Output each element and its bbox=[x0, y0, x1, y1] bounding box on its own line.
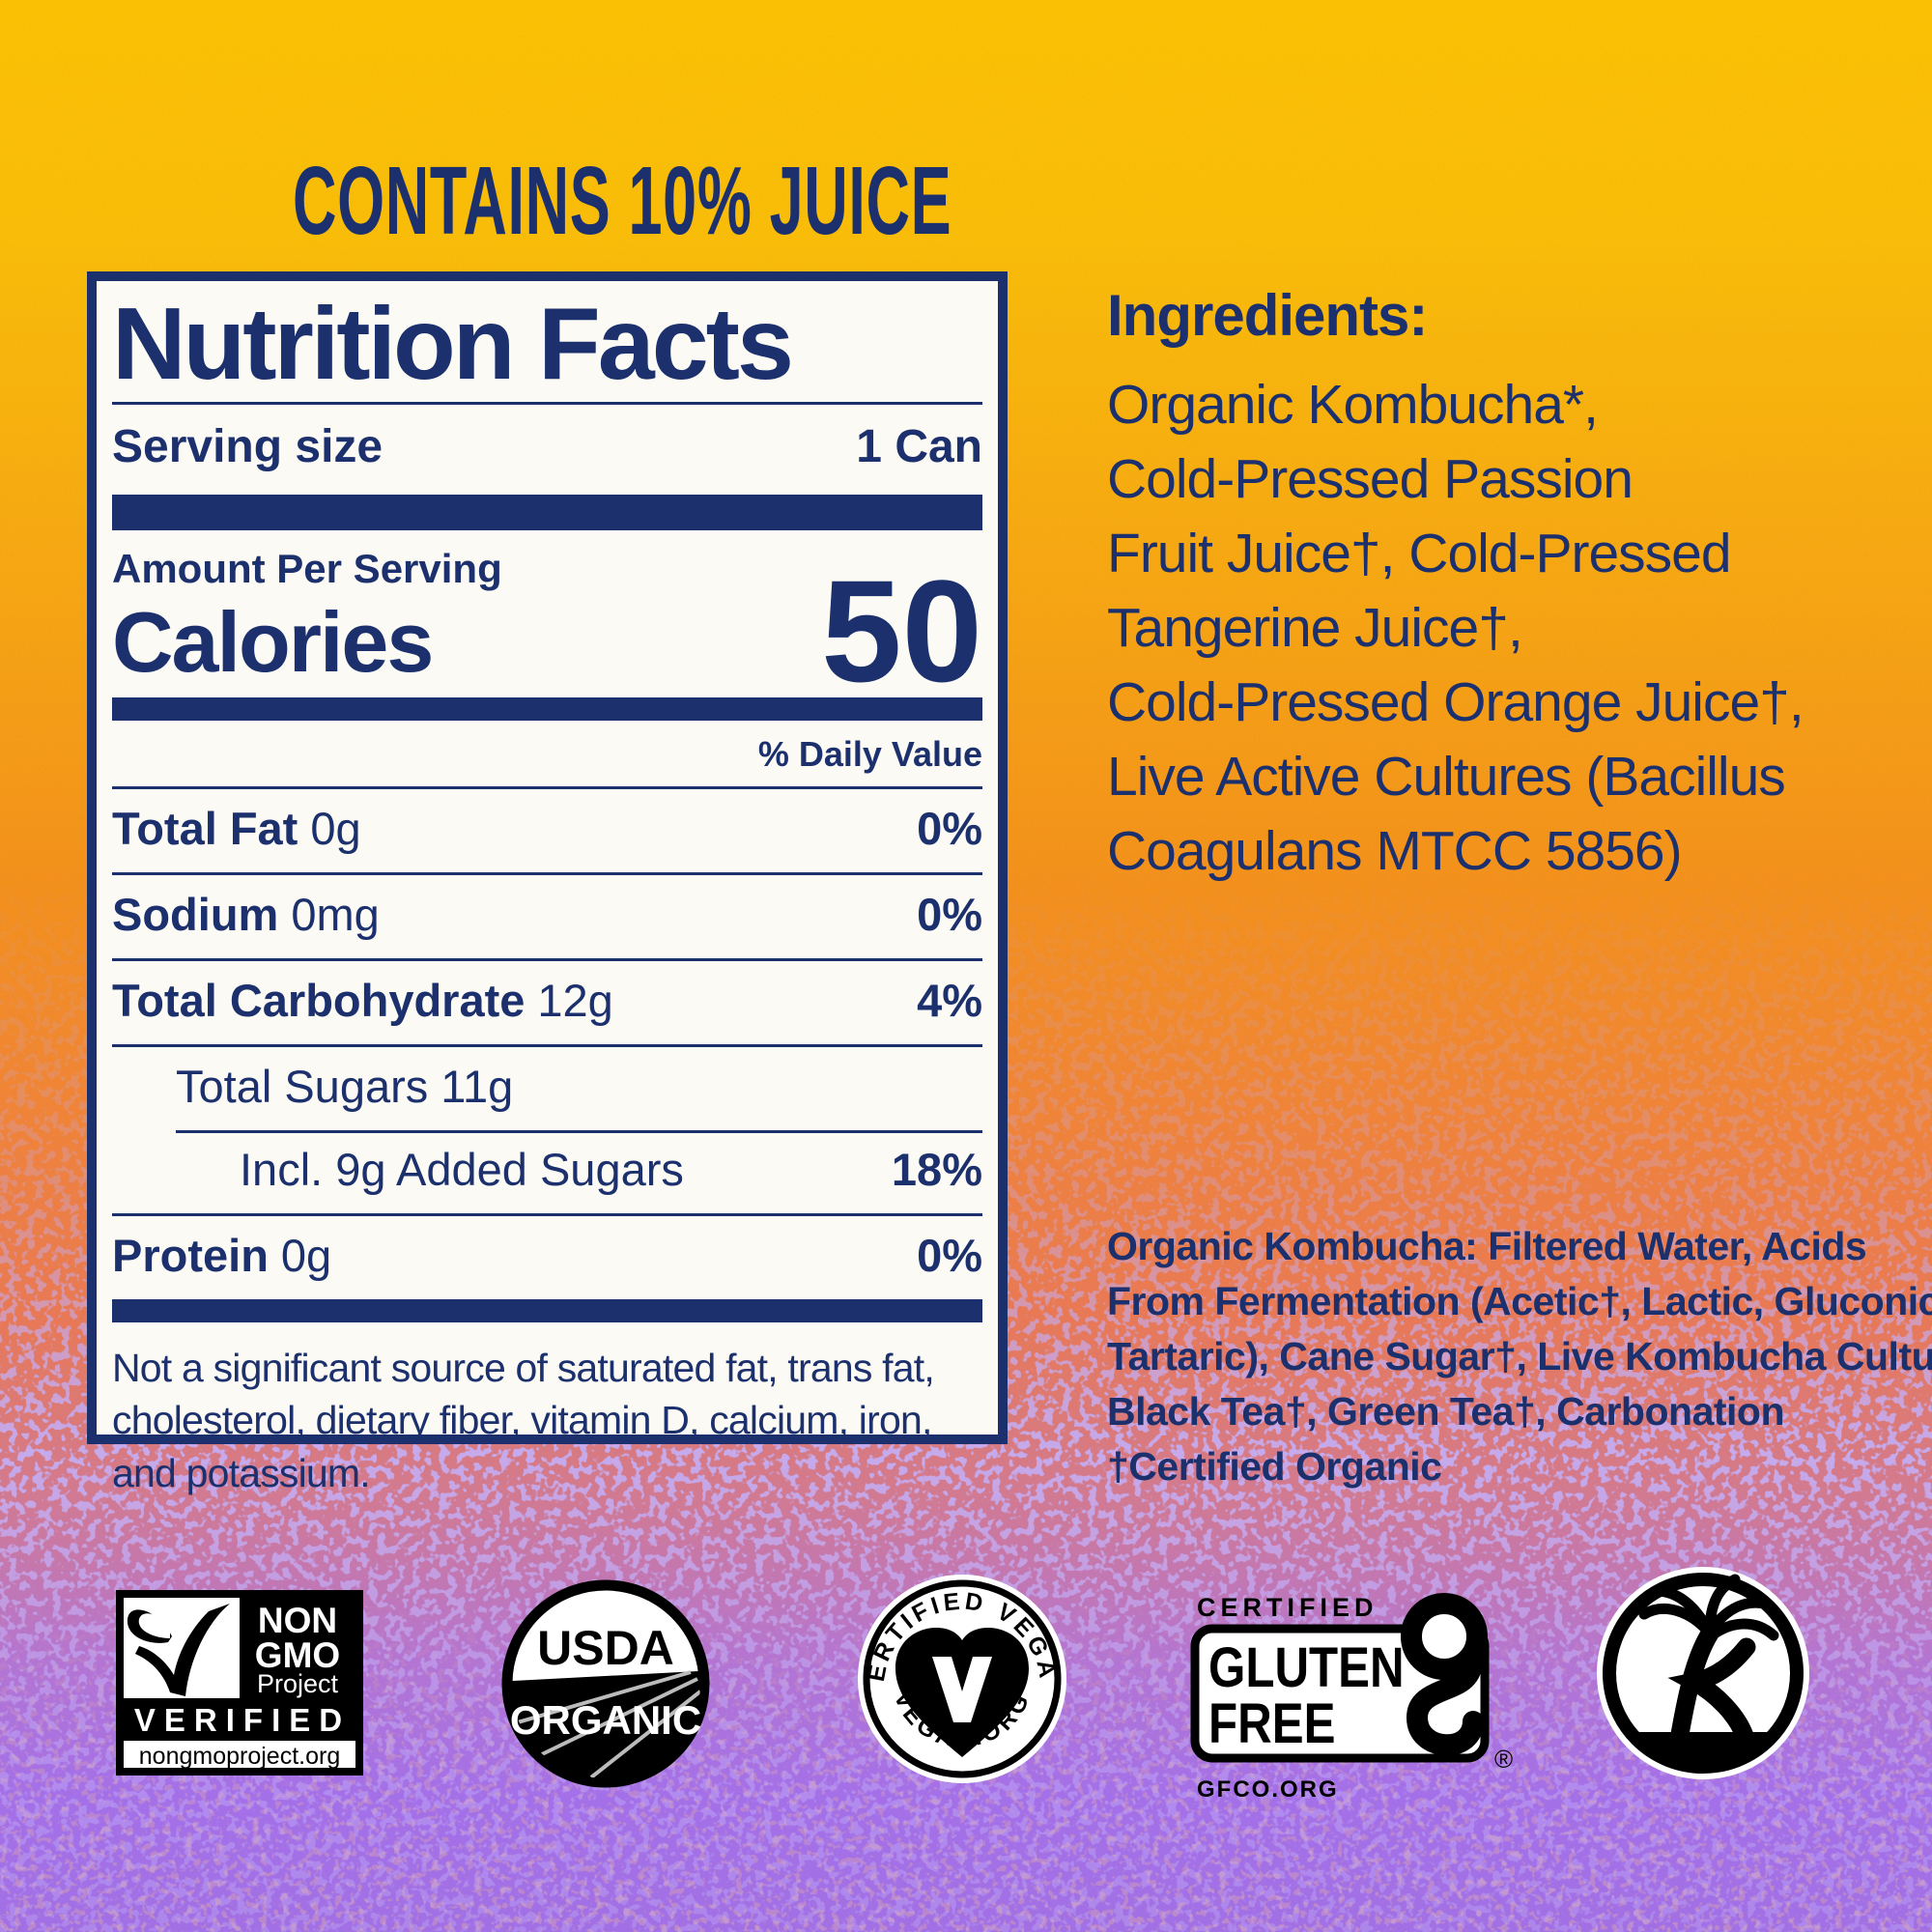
sub-ingredients-line: Black Tea†, Green Tea†, Carbonation bbox=[1107, 1389, 1785, 1434]
nutrient-row-added-sugars: Incl. 9g Added Sugars 18% bbox=[112, 1129, 982, 1213]
certified-vegan-icon: CERTIFIED VEGAN VEGAN.ORG bbox=[855, 1572, 1066, 1783]
nutrient-row-sodium: Sodium 0mg 0% bbox=[112, 871, 982, 958]
thick-divider bbox=[112, 696, 982, 721]
non-gmo-word3: Project bbox=[257, 1669, 339, 1698]
ingredients-line: Cold-Pressed Passion bbox=[1107, 448, 1634, 510]
divider bbox=[112, 402, 982, 406]
ingredients-line: Coagulans MTCC 5856) bbox=[1107, 820, 1683, 882]
nutrient-row-total-fat: Total Fat 0g 0% bbox=[112, 785, 982, 872]
gf-g-glyph-icon bbox=[1401, 1593, 1488, 1756]
sub-ingredients-line: From Fermentation (Acetic†, Lactic, Gluc… bbox=[1107, 1279, 1932, 1323]
nutrient-name: Protein 0g bbox=[112, 1229, 332, 1281]
non-gmo-word2: GMO bbox=[255, 1635, 340, 1675]
organic-word: ORGANIC bbox=[510, 1697, 701, 1743]
serving-size-label: Serving size bbox=[112, 421, 384, 473]
ingredients-line: Fruit Juice†, Cold-Pressed bbox=[1107, 523, 1732, 584]
nutrient-name: Total Sugars 11g bbox=[176, 1060, 514, 1112]
ingredients-line: Organic Kombucha*, bbox=[1107, 374, 1599, 436]
nutrient-daily-value: 0% bbox=[917, 1229, 982, 1281]
ingredients-line: Tangerine Juice†, bbox=[1107, 597, 1523, 659]
palm-k-glyph bbox=[1638, 1574, 1779, 1749]
butterfly-check-icon bbox=[135, 1604, 230, 1696]
calories-block: Amount Per Serving Calories 50 bbox=[112, 530, 982, 713]
daily-value-header: % Daily Value bbox=[757, 733, 982, 774]
non-gmo-project-verified-icon: NON GMO Project VERIFIED nongmoproject.o… bbox=[116, 1590, 363, 1776]
serving-size-row: Serving size 1 Can bbox=[112, 405, 982, 495]
gf-word-gluten: GLUTEN bbox=[1208, 1636, 1405, 1699]
gf-certified-text: CERTIFIED bbox=[1197, 1593, 1378, 1622]
nutrient-daily-value: 0% bbox=[917, 802, 982, 854]
certified-gluten-free-icon: CERTIFIED GLUTEN FREE ® GFCO.ORG bbox=[1190, 1593, 1513, 1800]
usda-organic-icon: USDA ORGANIC bbox=[501, 1579, 710, 1788]
ingredients-line: Live Active Cultures (Bacillus bbox=[1107, 746, 1786, 808]
kosher-palm-k-icon bbox=[1597, 1567, 1809, 1779]
sub-ingredients-line: Organic Kombucha: Filtered Water, Acids bbox=[1107, 1224, 1867, 1268]
calories-label: Calories bbox=[112, 594, 434, 691]
kombucha-sub-ingredients: Organic Kombucha: Filtered Water, Acids … bbox=[1107, 1219, 1932, 1494]
non-gmo-verified-text: VERIFIED bbox=[134, 1702, 351, 1738]
ingredients-title: Ingredients: bbox=[1107, 283, 1428, 348]
gf-registered-mark: ® bbox=[1494, 1745, 1513, 1774]
nutrient-daily-value: 4% bbox=[917, 974, 982, 1026]
nutrient-daily-value: 0% bbox=[917, 888, 982, 940]
contains-juice-heading: CONTAINS 10% JUICE bbox=[293, 147, 952, 255]
nutrition-footnote: Not a significant source of saturated fa… bbox=[112, 1345, 935, 1495]
non-gmo-url: nongmoproject.org bbox=[139, 1743, 340, 1770]
gf-word-free: FREE bbox=[1208, 1692, 1335, 1755]
nutrient-row-protein: Protein 0g 0% bbox=[112, 1212, 982, 1299]
thick-divider bbox=[112, 1298, 982, 1322]
ingredients-section: Ingredients: Organic Kombucha*, Cold-Pre… bbox=[1107, 282, 1861, 889]
serving-size-value: 1 Can bbox=[856, 421, 982, 473]
nutrition-facts-panel: Nutrition Facts Serving size 1 Can Amoun… bbox=[87, 271, 1008, 1495]
ingredients-line: Cold-Pressed Orange Juice†, bbox=[1107, 671, 1804, 733]
calories-value: 50 bbox=[821, 550, 982, 713]
nutrient-daily-value: 18% bbox=[891, 1143, 982, 1195]
nutrient-name: Sodium 0mg bbox=[112, 888, 380, 940]
non-gmo-word1: NON bbox=[258, 1601, 337, 1640]
nutrition-facts-title: Nutrition Facts bbox=[112, 287, 794, 401]
nutrient-name: Incl. 9g Added Sugars bbox=[240, 1143, 684, 1195]
sub-ingredients-line: †Certified Organic bbox=[1107, 1444, 1442, 1489]
amount-per-serving-label: Amount Per Serving bbox=[112, 546, 502, 592]
thick-divider bbox=[112, 495, 982, 531]
gf-url: GFCO.ORG bbox=[1197, 1776, 1339, 1800]
usda-word: USDA bbox=[537, 1621, 674, 1675]
nutrient-name: Total Fat 0g bbox=[112, 802, 361, 854]
nutrient-row-total-sugars: Total Sugars 11g bbox=[112, 1043, 982, 1130]
sub-ingredients-line: Tartaric), Cane Sugar†, Live Kombucha Cu… bbox=[1107, 1334, 1932, 1378]
nutrient-name: Total Carbohydrate 12g bbox=[112, 974, 613, 1026]
nutrient-row-total-carbohydrate: Total Carbohydrate 12g 4% bbox=[112, 957, 982, 1044]
